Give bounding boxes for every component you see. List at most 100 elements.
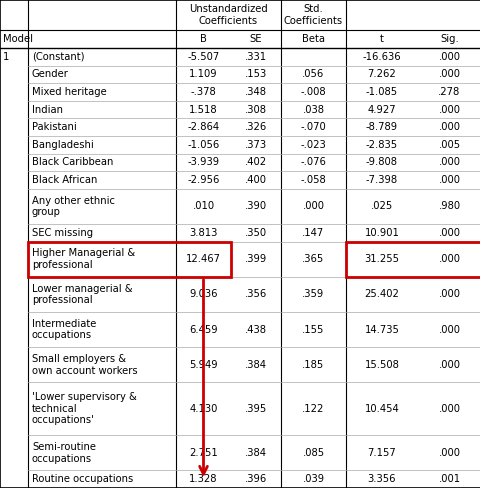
Text: 3.356: 3.356 <box>367 474 396 484</box>
Text: 9.036: 9.036 <box>189 289 217 300</box>
Text: Routine occupations: Routine occupations <box>32 474 133 484</box>
Text: Pakistani: Pakistani <box>32 122 77 132</box>
Text: .359: .359 <box>302 289 324 300</box>
Text: .384: .384 <box>244 360 266 370</box>
Text: .278: .278 <box>437 87 460 97</box>
Text: -2.956: -2.956 <box>187 175 219 185</box>
Text: .185: .185 <box>302 360 324 370</box>
Text: .384: .384 <box>244 448 266 458</box>
Text: Semi-routine
occupations: Semi-routine occupations <box>32 442 96 464</box>
Text: .373: .373 <box>244 140 266 150</box>
Text: SE: SE <box>249 34 262 44</box>
Text: Std.
Coefficients: Std. Coefficients <box>283 4 342 26</box>
Text: 25.402: 25.402 <box>364 289 398 300</box>
Text: Small employers &
own account workers: Small employers & own account workers <box>32 354 137 376</box>
Text: .326: .326 <box>244 122 266 132</box>
Text: -.070: -.070 <box>300 122 326 132</box>
Text: .000: .000 <box>438 404 459 414</box>
Text: -3.939: -3.939 <box>187 158 219 167</box>
Text: .000: .000 <box>438 175 459 185</box>
Text: .399: .399 <box>244 254 266 264</box>
Text: 7.262: 7.262 <box>367 69 396 80</box>
Text: Sig.: Sig. <box>439 34 458 44</box>
Text: .153: .153 <box>244 69 266 80</box>
Text: .000: .000 <box>438 360 459 370</box>
Text: -9.808: -9.808 <box>365 158 397 167</box>
Text: 4.927: 4.927 <box>367 104 396 115</box>
Text: Any other ethnic
group: Any other ethnic group <box>32 196 115 217</box>
Text: .000: .000 <box>438 325 459 335</box>
Text: .350: .350 <box>244 228 266 238</box>
Text: 10.454: 10.454 <box>364 404 398 414</box>
Text: .000: .000 <box>438 289 459 300</box>
Text: 2.751: 2.751 <box>189 448 217 458</box>
Text: .402: .402 <box>244 158 266 167</box>
Text: 15.508: 15.508 <box>364 360 398 370</box>
Text: -.378: -.378 <box>190 87 216 97</box>
Text: Beta: Beta <box>301 34 324 44</box>
Text: SEC missing: SEC missing <box>32 228 93 238</box>
Text: Black Caribbean: Black Caribbean <box>32 158 113 167</box>
Text: B: B <box>200 34 206 44</box>
Text: .010: .010 <box>192 202 214 211</box>
Text: .000: .000 <box>438 254 459 264</box>
Text: 5.949: 5.949 <box>189 360 217 370</box>
Text: Unstandardized
Coefficients: Unstandardized Coefficients <box>189 4 267 26</box>
Text: .400: .400 <box>244 175 266 185</box>
Text: -.023: -.023 <box>300 140 326 150</box>
Bar <box>345 242 480 277</box>
Text: Lower managerial &
professional: Lower managerial & professional <box>32 284 132 305</box>
Text: .395: .395 <box>244 404 266 414</box>
Text: .038: .038 <box>302 104 324 115</box>
Text: -7.398: -7.398 <box>365 175 397 185</box>
Text: .000: .000 <box>302 202 324 211</box>
Text: -.008: -.008 <box>300 87 325 97</box>
Text: 1: 1 <box>3 52 9 62</box>
Text: Indian: Indian <box>32 104 63 115</box>
Bar <box>28 242 230 277</box>
Text: Intermediate
occupations: Intermediate occupations <box>32 319 96 341</box>
Text: .348: .348 <box>244 87 266 97</box>
Text: .000: .000 <box>438 52 459 62</box>
Text: 1.328: 1.328 <box>189 474 217 484</box>
Text: 'Lower supervisory &
technical
occupations': 'Lower supervisory & technical occupatio… <box>32 392 137 426</box>
Text: Higher Managerial &
professional: Higher Managerial & professional <box>32 248 135 270</box>
Text: 14.735: 14.735 <box>364 325 398 335</box>
Text: 7.157: 7.157 <box>367 448 396 458</box>
Text: .085: .085 <box>302 448 324 458</box>
Text: .000: .000 <box>438 122 459 132</box>
Text: .056: .056 <box>302 69 324 80</box>
Text: .147: .147 <box>302 228 324 238</box>
Text: .980: .980 <box>438 202 460 211</box>
Text: -1.085: -1.085 <box>365 87 397 97</box>
Text: 10.901: 10.901 <box>364 228 398 238</box>
Text: .000: .000 <box>438 104 459 115</box>
Text: -5.507: -5.507 <box>187 52 219 62</box>
Text: Black African: Black African <box>32 175 97 185</box>
Text: -.058: -.058 <box>300 175 326 185</box>
Text: .155: .155 <box>302 325 324 335</box>
Text: 1.518: 1.518 <box>189 104 217 115</box>
Text: (Constant): (Constant) <box>32 52 84 62</box>
Text: .308: .308 <box>244 104 266 115</box>
Text: Model: Model <box>3 34 33 44</box>
Text: Mixed heritage: Mixed heritage <box>32 87 107 97</box>
Text: Gender: Gender <box>32 69 69 80</box>
Text: .356: .356 <box>244 289 266 300</box>
Text: -2.864: -2.864 <box>187 122 219 132</box>
Text: Bangladeshi: Bangladeshi <box>32 140 94 150</box>
Text: .122: .122 <box>302 404 324 414</box>
Text: -1.056: -1.056 <box>187 140 219 150</box>
Text: 1.109: 1.109 <box>189 69 217 80</box>
Text: .025: .025 <box>370 202 392 211</box>
Text: .390: .390 <box>244 202 266 211</box>
Text: .001: .001 <box>438 474 460 484</box>
Text: .331: .331 <box>244 52 266 62</box>
Text: 6.459: 6.459 <box>189 325 217 335</box>
Text: .365: .365 <box>302 254 324 264</box>
Text: 12.467: 12.467 <box>186 254 220 264</box>
Text: 31.255: 31.255 <box>364 254 399 264</box>
Text: .438: .438 <box>244 325 266 335</box>
Text: -2.835: -2.835 <box>365 140 397 150</box>
Text: .000: .000 <box>438 228 459 238</box>
